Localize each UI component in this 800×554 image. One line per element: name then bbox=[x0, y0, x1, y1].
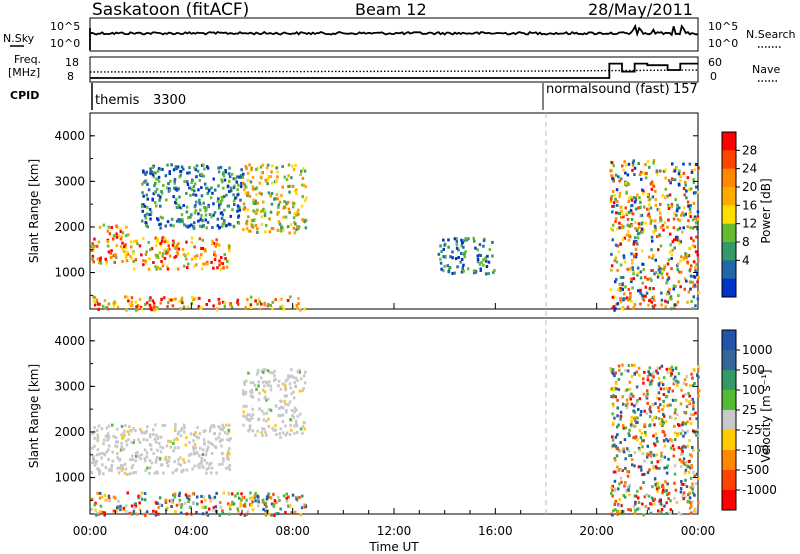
velocity-ylabel: Slant Range [km] bbox=[27, 364, 41, 468]
power-colorbar-tick-6: 4 bbox=[742, 253, 750, 267]
velocity-colorbar-tick-0: 1000 bbox=[742, 343, 773, 357]
power-colorbar-tick-3: 16 bbox=[742, 198, 757, 212]
nsearch-label: N.Search bbox=[746, 28, 796, 41]
cpid-segment-2-name: normalsound (fast) bbox=[546, 82, 670, 97]
xtick-label-4: 16:00 bbox=[478, 524, 513, 538]
velocity-colorbar-tick-4: -25 bbox=[742, 423, 762, 437]
echo-region-3 bbox=[609, 363, 701, 517]
power-colorbar-tick-5: 8 bbox=[742, 235, 750, 249]
velocity-colorbar-tick-6: -500 bbox=[742, 463, 769, 477]
date-label: 28/May/2011 bbox=[588, 0, 693, 19]
nave-label: Nave bbox=[752, 63, 780, 76]
power-colorbar-tick-2: 20 bbox=[742, 180, 757, 194]
nave-tick-bottom: 0 bbox=[710, 70, 717, 83]
power-colorbar: 28 24 20 16 12 8 4 bbox=[721, 131, 757, 298]
velocity-colorbar-tick-7: -1000 bbox=[742, 483, 777, 497]
nave-trace bbox=[90, 62, 698, 79]
noise-tick-bottom-right: 10^0 bbox=[708, 37, 738, 50]
power-ytick-label-2: 3000 bbox=[54, 174, 85, 188]
velocity-colorbar-label: Velocity [m s⁻¹] bbox=[759, 369, 773, 462]
power-panel: 1000 2000 3000 4000 Slant Range [km] bbox=[27, 112, 701, 312]
echo-region-0 bbox=[92, 295, 306, 312]
velocity-panel: 1000 2000 3000 4000 Slant Range [km] bbox=[27, 317, 701, 517]
freq-tick-top: 18 bbox=[65, 56, 79, 69]
power-colorbar-tick-4: 12 bbox=[742, 217, 757, 231]
xtick-label-5: 20:00 bbox=[579, 524, 614, 538]
power-colorbar-label: Power [dB] bbox=[759, 178, 773, 243]
nsky-label: N.Sky bbox=[3, 32, 35, 45]
velocity-colorbar-tick-3: 25 bbox=[742, 403, 757, 417]
xtick-label-1: 04:00 bbox=[174, 524, 209, 538]
noise-tick-top: 10^5 bbox=[50, 20, 80, 33]
nave-tick-top: 60 bbox=[708, 56, 722, 69]
power-ytick-label-3: 4000 bbox=[54, 129, 85, 143]
echo-region-6 bbox=[609, 159, 701, 312]
freq-strip: Freq. [MHz] 18 8 60 0 Nave bbox=[8, 53, 780, 83]
echo-region-2 bbox=[242, 368, 307, 439]
velocity-ytick-label-1: 2000 bbox=[54, 425, 85, 439]
velocity-colorbar-tick-5: -100 bbox=[742, 443, 769, 457]
velocity-ytick-label-3: 4000 bbox=[54, 334, 85, 348]
power-ylabel: Slant Range [km] bbox=[27, 159, 41, 263]
beam-label: Beam 12 bbox=[355, 0, 427, 19]
power-ytick-label-1: 2000 bbox=[54, 220, 85, 234]
noise-tick-top-right: 10^5 bbox=[708, 20, 738, 33]
noise-tick-bottom: 10^0 bbox=[50, 37, 80, 50]
power-colorbar-tick-0: 28 bbox=[742, 143, 757, 157]
power-echoes bbox=[90, 159, 701, 312]
power-plot-frame bbox=[89, 112, 699, 310]
power-ytick-label-0: 1000 bbox=[54, 266, 85, 280]
freq-units-label: [MHz] bbox=[8, 66, 40, 79]
echo-region-4 bbox=[242, 163, 308, 235]
echo-region-5 bbox=[437, 236, 496, 276]
velocity-plot-frame bbox=[89, 317, 699, 515]
station-title: Saskatoon (fitACF) bbox=[92, 0, 249, 20]
xtick-label-6: 00:00 bbox=[681, 524, 716, 538]
velocity-colorbar-tick-2: 100 bbox=[742, 383, 765, 397]
noise-trace bbox=[89, 23, 699, 50]
echo-region-1 bbox=[90, 422, 232, 476]
velocity-ytick-label-2: 3000 bbox=[54, 379, 85, 393]
xtick-label-3: 12:00 bbox=[377, 524, 412, 538]
freq-label: Freq. bbox=[14, 53, 41, 66]
cpid-segment-1-name: themis bbox=[95, 93, 140, 108]
echo-region-0 bbox=[90, 491, 308, 517]
cpid-strip: CPID themis 3300 normalsound (fast) 157 bbox=[10, 82, 698, 110]
power-colorbar-tick-1: 24 bbox=[742, 162, 757, 176]
frequency-trace bbox=[89, 69, 699, 73]
velocity-colorbar: 1000 500 100 25 -25 -100 -500 -1000 bbox=[721, 329, 777, 511]
velocity-echoes bbox=[90, 363, 701, 517]
cpid-segment-2-id: 157 bbox=[673, 82, 698, 97]
noise-strip: N.Sky 10^5 10^0 10^5 10^0 N.Search bbox=[3, 17, 796, 52]
cpid-segment-1-id: 3300 bbox=[153, 93, 186, 108]
velocity-colorbar-tick-1: 500 bbox=[742, 363, 765, 377]
xaxis-label: Time UT bbox=[368, 540, 419, 554]
echo-region-1 bbox=[90, 223, 130, 265]
xtick-label-0: 00:00 bbox=[73, 524, 108, 538]
xtick-label-2: 08:00 bbox=[275, 524, 310, 538]
cpid-label: CPID bbox=[10, 89, 39, 102]
velocity-ytick-label-0: 1000 bbox=[54, 471, 85, 485]
freq-tick-bottom: 8 bbox=[67, 70, 74, 83]
echo-region-2 bbox=[129, 236, 231, 271]
echo-region-3 bbox=[140, 163, 245, 230]
